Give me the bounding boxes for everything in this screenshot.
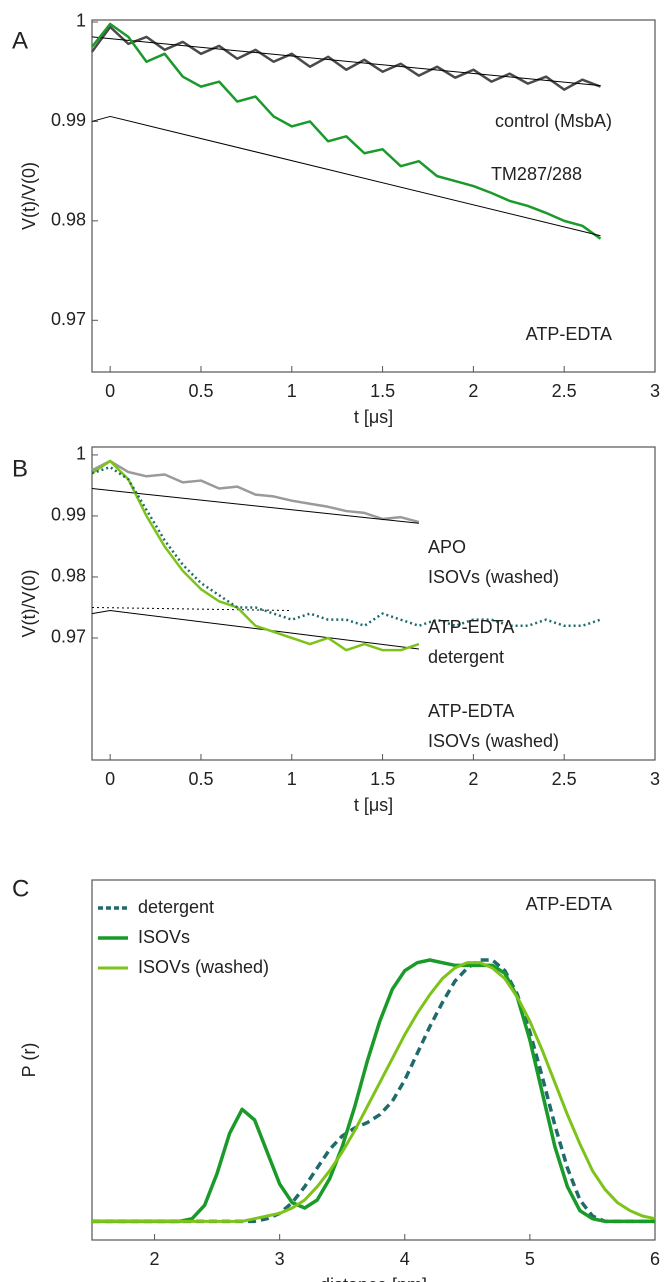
data-line: [91, 459, 420, 652]
annotation: ATP-EDTA: [526, 324, 612, 344]
x-tick-label: 2: [468, 769, 478, 789]
x-tick-label: 1.5: [370, 769, 395, 789]
data-line: [92, 961, 656, 1223]
x-tick-label: 2: [150, 1249, 160, 1269]
legend-label: ISOVs (washed): [138, 957, 269, 977]
annotation: ATP-EDTA: [526, 894, 612, 914]
series-label: control (MsbA): [495, 111, 612, 131]
y-axis-label: V(t)/V(0): [19, 162, 39, 230]
x-tick-label: 1.5: [370, 381, 395, 401]
panel-letter: B: [12, 455, 28, 482]
x-tick-label: 0: [105, 769, 115, 789]
y-tick-label: 0.98: [51, 566, 86, 586]
data-line: [91, 459, 420, 524]
y-tick-label: 1: [76, 444, 86, 464]
x-tick-label: 0: [105, 381, 115, 401]
plot-frame: [91, 879, 656, 1241]
x-tick-label: 4: [400, 1249, 410, 1269]
x-tick-label: 2.5: [552, 381, 577, 401]
y-tick-label: 0.99: [51, 505, 86, 525]
x-tick-label: 0.5: [188, 381, 213, 401]
x-axis-label: distance [nm]: [320, 1275, 427, 1282]
data-line: [91, 465, 601, 628]
series-label: ATP-EDTA: [428, 617, 514, 637]
y-tick-label: 0.97: [51, 309, 86, 329]
x-axis-label: t [μs]: [354, 407, 393, 427]
series-label: APO: [428, 537, 466, 557]
x-tick-label: 2.5: [552, 769, 577, 789]
y-tick-label: 0.98: [51, 210, 86, 230]
data-line: [91, 115, 601, 237]
data-line: [92, 958, 655, 1224]
series-label: ATP-EDTA: [428, 701, 514, 721]
x-tick-label: 6: [650, 1249, 660, 1269]
data-line: [91, 606, 292, 612]
series-label: ISOVs (washed): [428, 731, 559, 751]
y-axis-label: V(t)/V(0): [19, 569, 39, 637]
x-tick-label: 2: [468, 381, 478, 401]
x-tick-label: 3: [275, 1249, 285, 1269]
plot-frame: [91, 446, 656, 761]
legend-label: detergent: [138, 897, 214, 917]
y-tick-label: 0.97: [51, 627, 86, 647]
x-tick-label: 3: [650, 381, 660, 401]
panel-letter: A: [12, 27, 28, 54]
series-label: detergent: [428, 647, 504, 667]
x-tick-label: 5: [525, 1249, 535, 1269]
x-tick-label: 0.5: [188, 769, 213, 789]
data-line: [91, 22, 602, 240]
y-axis-label: P (r): [19, 1043, 39, 1078]
x-tick-label: 1: [287, 381, 297, 401]
plot-frame: [91, 19, 656, 373]
legend-label: ISOVs: [138, 927, 190, 947]
data-line: [92, 958, 655, 1224]
panel-letter: C: [12, 875, 29, 902]
y-tick-label: 0.99: [51, 110, 86, 130]
data-line: [91, 36, 601, 87]
x-tick-label: 1: [287, 769, 297, 789]
series-label: TM287/288: [491, 164, 582, 184]
series-label: ISOVs (washed): [428, 567, 559, 587]
x-axis-label: t [μs]: [354, 795, 393, 815]
data-line: [91, 610, 419, 650]
x-tick-label: 3: [650, 769, 660, 789]
y-tick-label: 1: [76, 11, 86, 31]
data-line: [91, 487, 419, 524]
